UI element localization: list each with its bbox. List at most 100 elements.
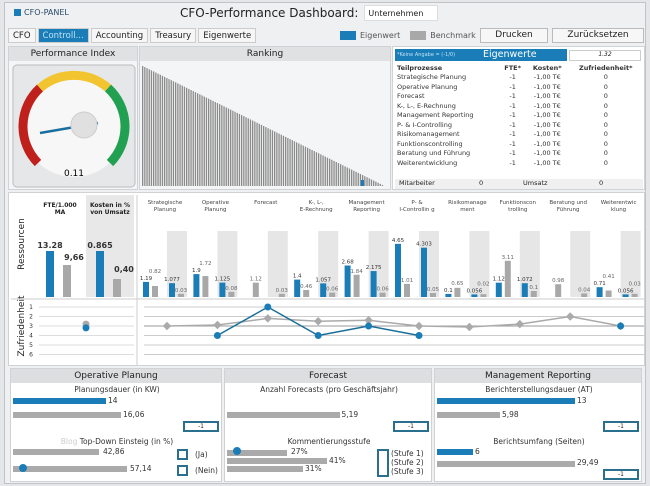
category-label: Strategische [148,200,183,206]
table-cell[interactable]: -1,00 T€ [533,111,561,120]
bar-value-label: 0.06 [326,287,339,293]
value-input[interactable]: -1 [603,421,639,432]
table-cell[interactable]: -1 [509,120,516,129]
table-cell[interactable]: 0 [603,101,608,110]
tab-cfo[interactable]: CFO [8,28,36,43]
bar-value-label: 1.72 [199,261,211,267]
table-cell[interactable]: -1,00 T€ [533,149,561,158]
table-cell[interactable]: -1,00 T€ [533,120,561,129]
category-bg [620,231,641,297]
table-cell[interactable]: -1,00 T€ [533,130,561,139]
summary-own-point [82,324,90,332]
table-cell[interactable]: -1,00 T€ [533,158,561,167]
ranking-bar [234,111,236,186]
table-cell[interactable]: -1,00 T€ [533,139,561,148]
employees-value[interactable]: 0 [479,179,484,187]
category-label: klung [611,207,626,213]
table-cell[interactable]: -1 [509,149,516,158]
bar-value-label: 1.84 [350,269,363,275]
table-value-field[interactable]: 1.32 [569,50,641,61]
fte-title: FTE/1.000 [43,202,76,209]
tab-controlling[interactable]: Controll... [37,28,89,43]
checkbox-ja[interactable] [177,449,188,460]
column-header: FTE* [504,63,521,72]
bar-kosten-eigenwert [169,283,175,297]
ranking-bar [258,123,260,186]
satisfaction-tick: 6 [29,352,33,359]
value-input[interactable]: -1 [393,421,429,432]
table-cell[interactable]: 0 [603,82,608,91]
option-stufe-1[interactable]: (Stufe 1) [391,449,424,458]
satisfaction-own-point [617,322,625,330]
table-cell[interactable]: -1 [509,111,516,120]
satisfaction-tick: 5 [29,342,33,349]
table-cell[interactable]: 0 [603,120,608,129]
panel-title: Operative Planung [11,369,221,383]
satisfaction-bench-point [364,316,373,325]
bar-fte-benchmark [555,284,562,297]
table-cell: Weiterentwicklung [397,158,458,167]
own-value: 14 [108,396,118,405]
column-header: Teilprozesse [397,63,443,72]
table-cell[interactable]: 0 [603,139,608,148]
table-cell[interactable]: -1,00 T€ [533,82,561,91]
tab-treasury[interactable]: Treasury [150,28,197,43]
ranking-bar [355,171,357,186]
table-cell[interactable]: -1,00 T€ [533,92,561,101]
table-cell[interactable]: 0 [603,158,608,167]
table-cell[interactable]: -1,00 T€ [533,101,561,110]
bar-value-label: 1.19 [140,276,153,282]
table-cell[interactable]: 0 [603,111,608,120]
bar-kosten-benchmark [329,292,336,297]
bar-value-label: 1.4 [293,274,302,280]
satisfaction-tick: 4 [29,333,33,340]
bar-kosten-benchmark [228,291,235,297]
reset-button[interactable]: Zurücksetzen [552,28,644,43]
value-stufe-3: 31% [305,464,322,473]
revenue-value[interactable]: 0 [599,179,604,187]
table-cell[interactable]: -1 [509,139,516,148]
table-cell[interactable]: -1 [509,82,516,91]
table-cell[interactable]: -1 [509,73,516,82]
ranking-bar [344,166,346,186]
cost-column-bg [86,195,134,297]
ranking-bar [285,136,287,186]
table-cell[interactable]: -1 [509,101,516,110]
company-field[interactable]: Unternehmen [364,5,439,21]
value-input[interactable]: -1 [603,469,639,480]
ranking-bar [271,130,274,186]
ranking-bar [168,79,170,186]
own-bar [13,398,106,404]
bar-kosten-benchmark [631,293,638,297]
table-cell[interactable]: 0 [603,73,608,82]
value-input[interactable]: -1 [183,421,219,432]
own-marker [19,464,27,472]
ranking-bar [364,176,366,186]
table-cell[interactable]: -1 [509,158,516,167]
tab-eigenwerte[interactable]: Eigenwerte [198,28,257,43]
bar-fte-benchmark [252,282,259,297]
stufe-selector[interactable] [377,449,389,477]
category-bg [217,231,238,297]
satisfaction-own-point [415,332,423,339]
option-stufe-2[interactable]: (Stufe 2) [391,458,424,467]
table-cell[interactable]: -1,00 T€ [533,73,561,82]
option-stufe-3[interactable]: (Stufe 3) [391,467,424,476]
table-cell: Risikomanagement [397,130,460,139]
bar-fte-benchmark [303,289,310,297]
ranking-bar [252,120,254,186]
table-cell[interactable]: -1 [509,92,516,101]
bench-bar [437,412,500,418]
satisfaction-bench-point [565,312,575,321]
satisfaction-own-point [264,303,272,311]
table-cell[interactable]: 0 [603,130,608,139]
table-cell[interactable]: 0 [603,149,608,158]
table-cell[interactable]: -1 [509,130,516,139]
table-cell[interactable]: 0 [603,92,608,101]
table-cell: K-, L-, E-Rechnung [397,101,456,110]
tab-accounting[interactable]: Accounting [90,28,149,43]
category-label: trolling [508,207,527,213]
ranking-bar [208,98,210,186]
checkbox-nein[interactable] [177,465,188,476]
print-button[interactable]: Drucken [480,28,548,43]
